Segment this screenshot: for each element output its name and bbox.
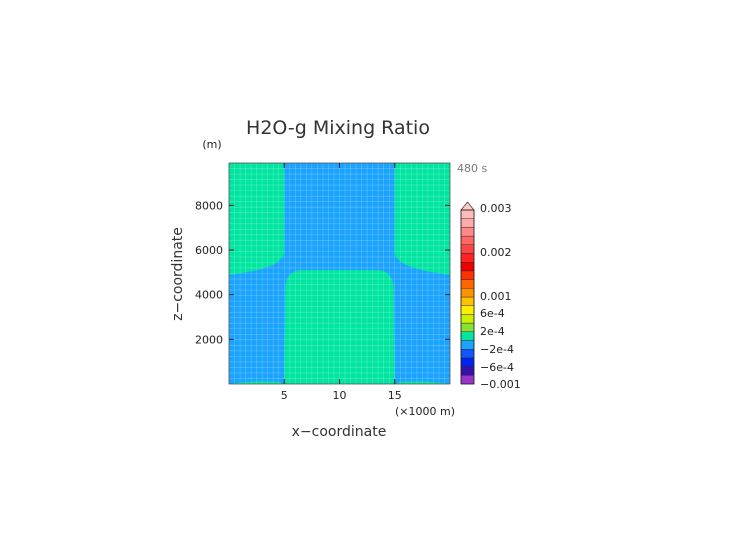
colorbar-segment [460, 218, 475, 228]
colorbar: 0.003 0.002 0.001 6e-4 2e-4 −2e-4 −6e-4 −0.001 [460, 201, 521, 391]
colorbar-tick-label: −0.001 [480, 378, 521, 391]
colorbar-segment [460, 296, 475, 306]
colorbar-frame [460, 209, 475, 385]
colorbar-tick-label: 0.001 [480, 290, 512, 303]
colorbar-tick-label: 0.002 [480, 246, 512, 259]
colorbar-segment [460, 279, 475, 289]
x-axis-label: x−coordinate [292, 424, 387, 440]
colorbar-segment [460, 366, 475, 376]
colorbar-tick-label: 2e-4 [480, 325, 505, 338]
y-axis-ticks: 2000 4000 6000 8000 [195, 199, 450, 346]
anomaly-region-right [394, 163, 450, 275]
time-label: 480 s [457, 162, 487, 175]
colorbar-segment [460, 314, 475, 324]
colorbar-tick-label: 6e-4 [480, 307, 505, 320]
colorbar-segment [460, 357, 475, 367]
y-axis-label: z−coordinate [170, 227, 186, 321]
x-tick-label: 5 [281, 389, 288, 402]
colorbar-segment [460, 244, 475, 254]
anomaly-region-center [284, 270, 395, 384]
colorbar-tick-label: −6e-4 [480, 361, 514, 374]
plot-area [228, 162, 451, 385]
x-tick-label: 15 [388, 389, 402, 402]
x-tick-label: 10 [333, 389, 347, 402]
plot-grid [229, 163, 450, 384]
colorbar-segment [460, 349, 475, 359]
y-tick-label: 8000 [195, 199, 223, 212]
colorbar-segment [460, 331, 475, 341]
colorbar-segment [460, 262, 475, 272]
colorbar-segment [460, 227, 475, 237]
colorbar-segment [460, 305, 475, 315]
colorbar-segment [460, 253, 475, 263]
colorbar-segment [460, 209, 475, 219]
anomaly-strip-left [229, 381, 281, 384]
colorbar-tick-label: −2e-4 [480, 343, 514, 356]
colorbar-segment [460, 375, 475, 385]
colorbar-tick-label: 0.003 [480, 202, 512, 215]
chart-title: H2O-g Mixing Ratio [246, 117, 430, 139]
y-tick-label: 6000 [195, 244, 223, 257]
colorbar-segment [460, 270, 475, 280]
x-unit-label: (×1000 m) [395, 405, 455, 418]
colorbar-segment [460, 340, 475, 350]
y-unit-label: (m) [202, 138, 221, 151]
x-axis-ticks: 5 10 15 [281, 163, 402, 402]
colorbar-extend-arrow [460, 201, 475, 211]
colorbar-segment [460, 288, 475, 298]
anomaly-strip-right [398, 381, 450, 384]
colorbar-segment [460, 322, 475, 333]
anomaly-region-left [229, 163, 285, 275]
colorbar-segment [460, 235, 475, 246]
y-tick-label: 4000 [195, 289, 223, 302]
y-tick-label: 2000 [195, 333, 223, 346]
